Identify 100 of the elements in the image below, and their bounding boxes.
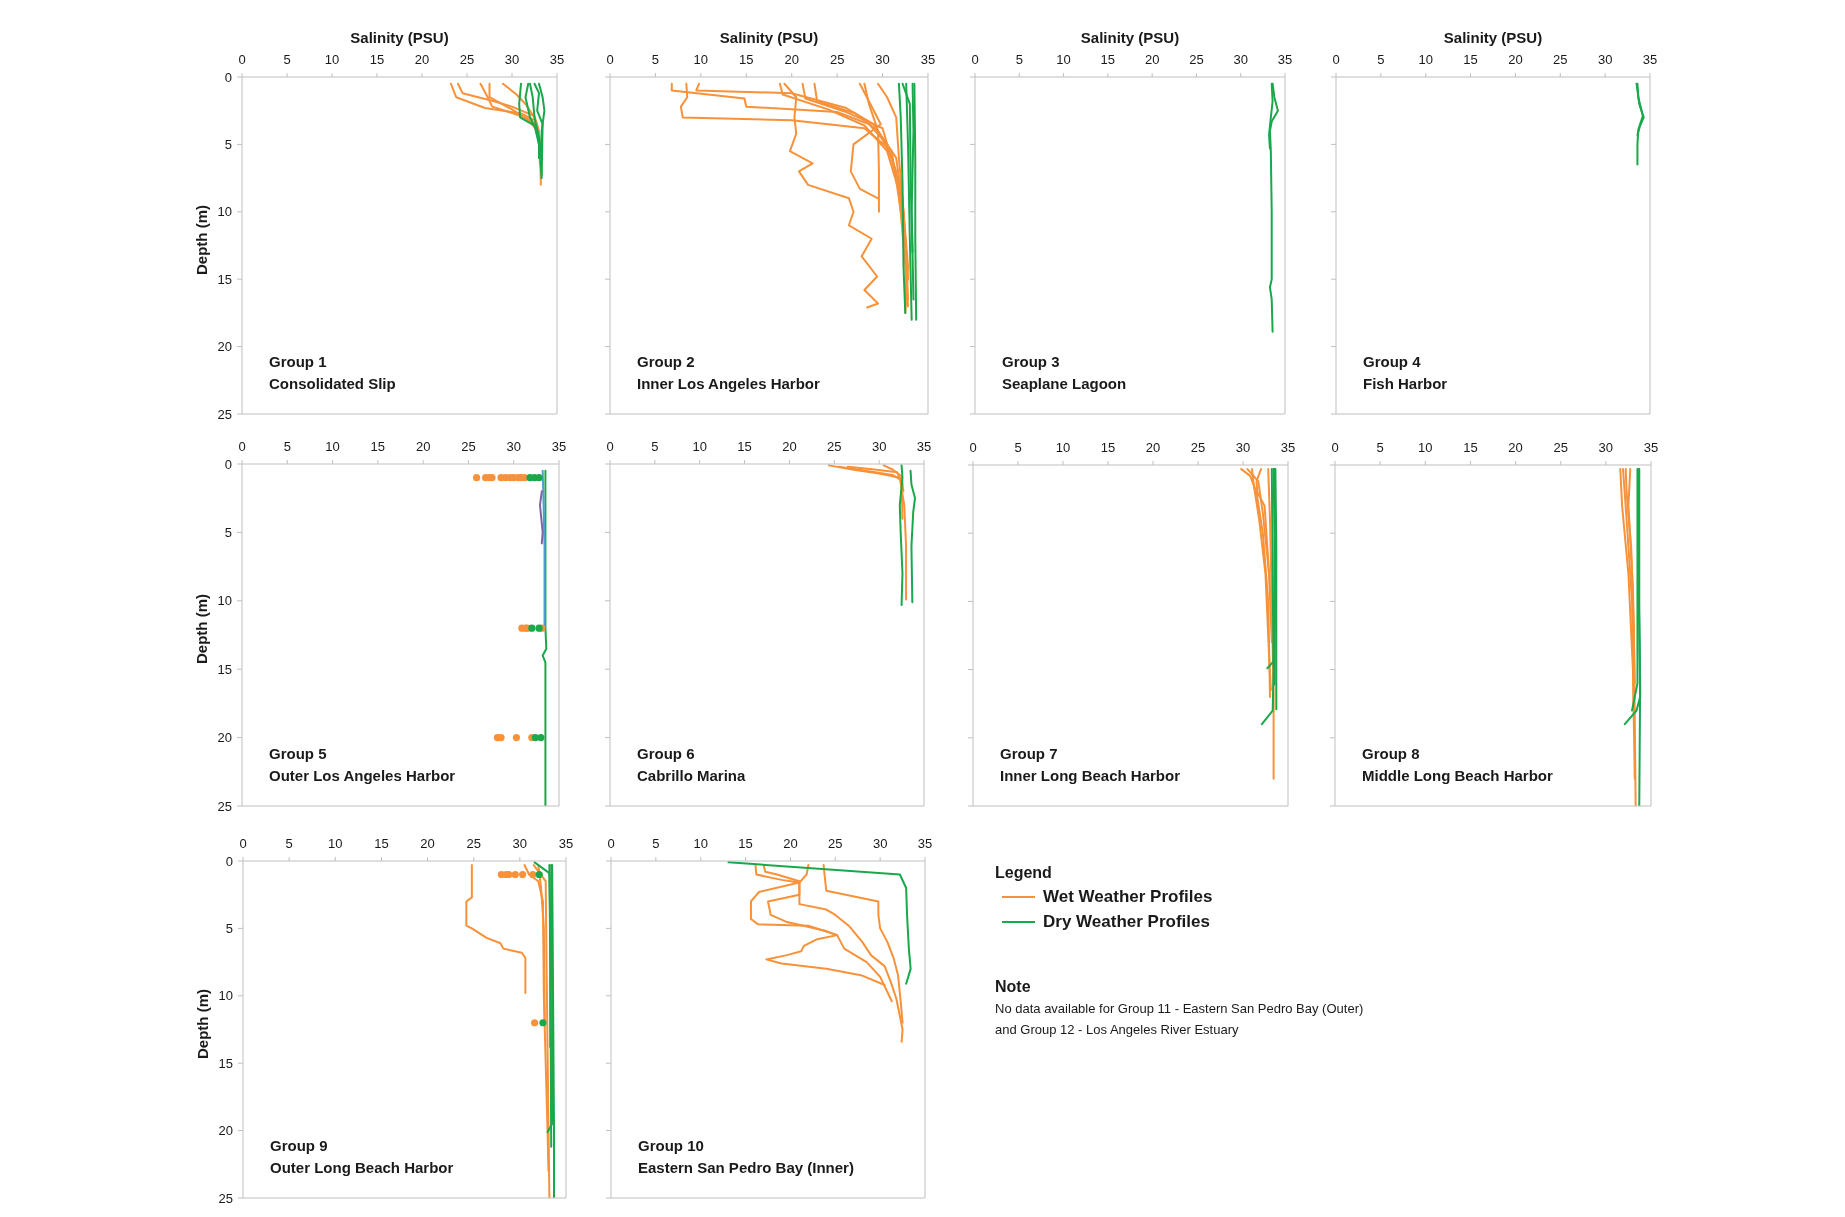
x-tick-label: 5 [285,836,293,851]
text: Group 4 [1363,352,1422,372]
x-axis-title: Salinity (PSU) [719,28,819,46]
x-axis-title: Salinity (PSU) [1443,28,1543,46]
x-tick-label: 30 [875,52,890,67]
x-axis-title: Salinity (PSU) [350,28,449,46]
x-tick-label: 20 [414,52,430,67]
y-tick-label: 5 [224,525,232,541]
text: Group 1 [269,352,328,372]
y-axis-title: Depth (m) [192,594,210,664]
y-tick-label: 20 [217,730,232,746]
x-tick-label: 5 [1377,52,1385,67]
x-tick-label: 10 [1055,440,1071,455]
x-tick-label: 25 [829,52,845,67]
x-tick-label: 20 [784,52,799,67]
y-tick-label: 5 [225,921,233,937]
x-tick-label: 30 [1235,440,1251,455]
text: Group 3 [1002,352,1061,372]
text: Note [995,977,1032,997]
y-tick-label: 10 [217,204,232,220]
x-tick-label: 35 [549,52,565,67]
x-tick-label: 35 [1642,52,1658,67]
x-tick-label: 30 [1598,440,1614,455]
y-tick-label: 10 [218,988,233,1004]
x-tick-label: 0 [1331,440,1339,455]
x-tick-label: 0 [239,836,247,851]
text: Middle Long Beach Harbor [1362,766,1553,786]
x-tick-label: 0 [606,52,614,67]
text: Cabrillo Marina [637,766,746,786]
x-tick-label: 35 [551,439,567,454]
x-tick-label: 0 [969,440,977,455]
x-tick-label: 15 [1463,52,1478,67]
y-tick-label: 0 [224,456,232,472]
x-tick-label: 25 [1553,440,1568,455]
x-tick-label: 30 [506,439,521,454]
x-tick-label: 20 [1144,52,1160,67]
text: Group 2 [637,352,696,372]
x-tick-label: 30 [872,836,888,851]
text: No data available for Group 11 - Eastern San Pedro Bay (Outer) and Group 12 - Los Angeles River Estuary [995,1000,1365,1039]
x-tick-label: 35 [1277,52,1293,67]
x-tick-label: 15 [369,52,385,67]
x-tick-label: 30 [504,52,520,67]
x-tick-label: 5 [651,439,659,454]
x-tick-label: 25 [459,52,475,67]
x-tick-label: 25 [461,439,476,454]
x-tick-label: 35 [558,836,574,851]
x-tick-label: 15 [737,439,752,454]
text: Inner Los Angeles Harbor [637,374,820,394]
x-tick-label: 20 [1508,440,1523,455]
x-tick-label: 5 [651,52,660,67]
x-tick-label: 15 [1100,440,1116,455]
x-tick-label: 35 [1280,440,1296,455]
y-tick-label: 0 [224,69,232,85]
x-tick-label: 35 [916,439,932,454]
x-tick-label: 15 [1100,52,1116,67]
x-tick-label: 20 [782,439,797,454]
x-tick-label: 30 [1233,52,1248,67]
x-tick-label: 10 [1056,52,1071,67]
x-tick-label: 30 [512,836,528,851]
x-tick-label: 0 [606,439,614,454]
text: Group 10 [638,1136,705,1156]
y-tick-label: 20 [218,1123,233,1139]
x-axis-title: Salinity (PSU) [1080,28,1180,46]
legend-label: Wet Weather Profiles [1043,886,1213,907]
x-tick-label: 25 [827,439,842,454]
x-tick-label: 35 [917,836,933,851]
x-tick-label: 5 [283,52,291,67]
x-tick-label: 15 [370,439,386,454]
x-tick-label: 25 [1190,440,1206,455]
x-tick-label: 10 [692,439,707,454]
x-tick-label: 25 [828,836,843,851]
x-tick-label: 20 [1508,52,1523,67]
x-tick-label: 20 [1145,440,1161,455]
text: Outer Long Beach Harbor [270,1158,454,1178]
x-tick-label: 0 [238,52,246,67]
y-axis-title: Depth (m) [192,204,210,275]
text: Group 7 [1000,744,1059,764]
x-tick-label: 20 [420,836,435,851]
x-tick-label: 25 [1189,52,1204,67]
y-tick-label: 15 [217,661,232,677]
y-tick-label: 25 [217,406,232,422]
x-tick-label: 30 [871,439,887,454]
x-tick-label: 10 [1418,440,1433,455]
x-tick-label: 30 [1597,52,1613,67]
x-tick-label: 0 [971,52,979,67]
x-tick-label: 10 [328,836,343,851]
x-tick-label: 5 [1376,440,1384,455]
x-tick-label: 5 [1015,52,1023,67]
y-tick-label: 0 [225,853,233,869]
x-tick-label: 15 [739,52,754,67]
x-tick-label: 10 [325,439,340,454]
text: Eastern San Pedro Bay (Inner) [638,1158,854,1178]
x-tick-label: 20 [783,836,798,851]
x-tick-label: 15 [738,836,753,851]
text: Group 5 [269,744,328,764]
x-tick-label: 15 [374,836,389,851]
x-tick-label: 5 [283,439,291,454]
x-tick-label: 10 [1418,52,1433,67]
x-tick-label: 0 [1332,52,1340,67]
text: Group 8 [1362,744,1421,764]
